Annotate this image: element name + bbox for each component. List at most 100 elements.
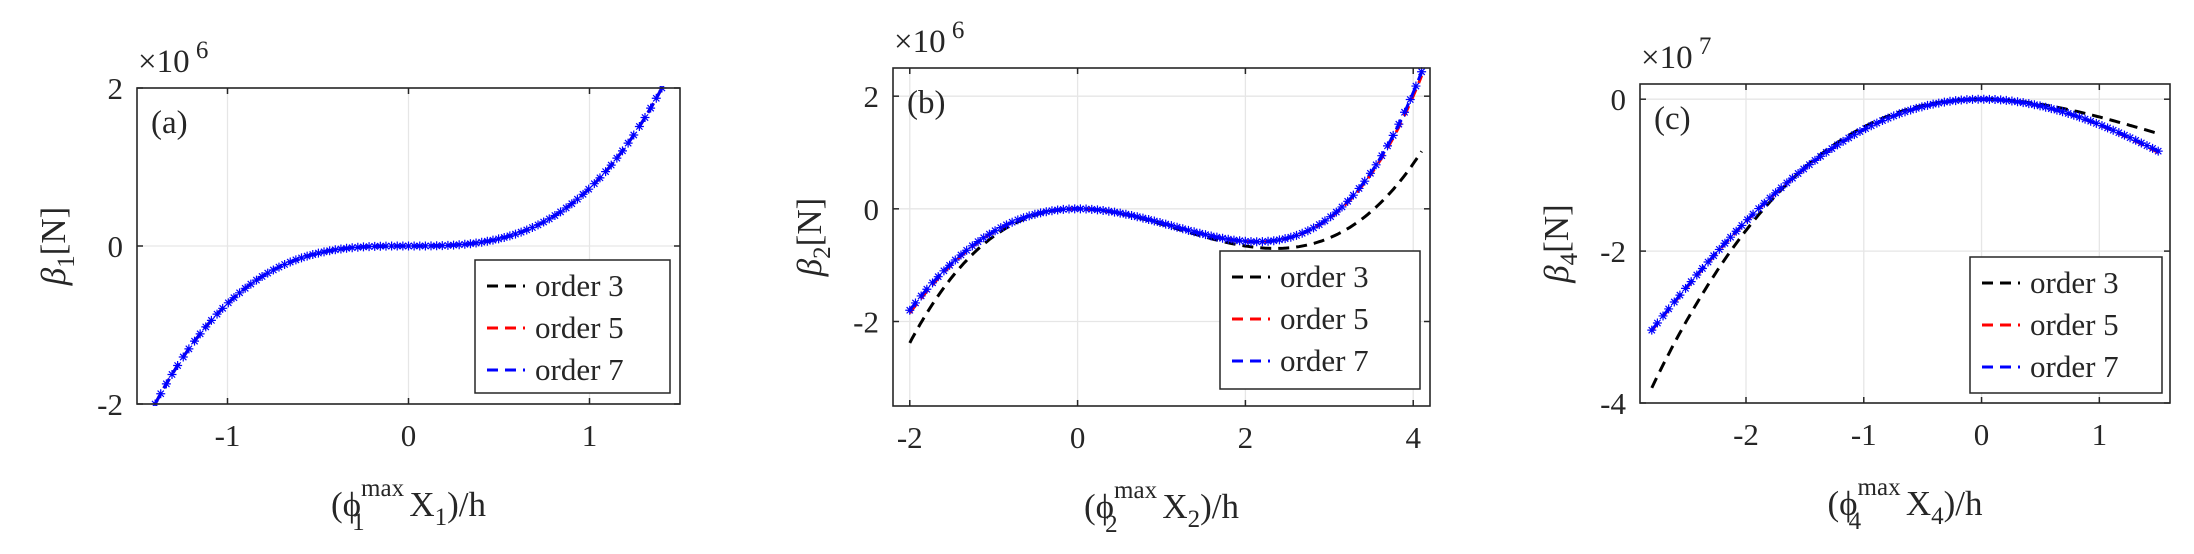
- marker-point: [1934, 98, 1944, 108]
- x-tick-label: -1: [1851, 417, 1877, 452]
- series-line-order-7: [1650, 97, 2159, 332]
- marker-point: [443, 240, 453, 250]
- legend-label: order 3: [2030, 265, 2119, 300]
- marker-point: [156, 389, 166, 399]
- ylabel-symbol: β: [34, 267, 73, 286]
- marker-point: [280, 259, 290, 269]
- marker-point: [1337, 202, 1347, 212]
- marker-point: [2142, 141, 2152, 151]
- curves: [905, 67, 1427, 344]
- marker-point: [1417, 67, 1427, 77]
- legend-label: order 5: [2030, 307, 2119, 342]
- y-axis-label: β4[N]: [1537, 204, 1583, 284]
- y-tick-label: 0: [108, 229, 124, 264]
- xlabel-variable-subscript: 4: [1931, 503, 1944, 530]
- y-axis-label: β1[N]: [34, 207, 80, 287]
- marker-point: [2108, 125, 2118, 135]
- legend-label: order 5: [535, 310, 624, 345]
- marker-point: [1326, 212, 1336, 222]
- xlabel-subscript: 2: [1105, 511, 1118, 538]
- exponent-label: ×10 7: [1641, 33, 1711, 76]
- marker-point: [460, 239, 470, 249]
- marker-point: [1405, 95, 1415, 105]
- marker-point: [905, 305, 915, 315]
- legend-label: order 7: [1280, 343, 1369, 378]
- marker-point: [1703, 257, 1713, 267]
- xlabel-variable: X: [401, 485, 435, 524]
- x-tick-label: 0: [1070, 420, 1086, 455]
- y-tick-label: 2: [864, 79, 880, 114]
- legend-label: order 7: [535, 352, 624, 387]
- marker-point: [1172, 222, 1182, 232]
- marker-point: [420, 241, 430, 251]
- marker-point: [1189, 227, 1199, 237]
- marker-point: [1047, 206, 1057, 216]
- axes-box: [892, 67, 1431, 407]
- marker-point: [651, 93, 661, 103]
- marker-point: [1064, 204, 1074, 214]
- marker-point: [640, 113, 650, 123]
- marker-point: [1737, 220, 1747, 230]
- xlabel-superscript: max: [361, 475, 405, 502]
- xlabel-variable-subscript: 1: [435, 504, 448, 531]
- marker-point: [1821, 147, 1831, 157]
- marker-point: [1883, 113, 1893, 123]
- marker-point: [1240, 236, 1250, 246]
- y-tick-label: 0: [1611, 82, 1627, 117]
- marker-point: [1081, 204, 1091, 214]
- marker-point: [1382, 141, 1392, 151]
- legend: order 3 order 5 order 7: [1219, 250, 1421, 390]
- marker-point: [387, 241, 397, 251]
- marker-point: [1968, 94, 1978, 104]
- xlabel-variable: X: [1897, 484, 1931, 523]
- ylabel-symbol: β: [790, 258, 829, 277]
- curves: [150, 86, 667, 406]
- marker-point: [544, 214, 554, 224]
- x-tick-label: 0: [401, 418, 417, 453]
- exponent-label: ×10 6: [894, 17, 964, 60]
- ylabel-unit: [N]: [1537, 204, 1576, 253]
- marker-point: [1776, 183, 1786, 193]
- marker-point: [1309, 223, 1319, 233]
- marker-point: [1793, 168, 1803, 178]
- marker-point: [527, 223, 537, 233]
- marker-point: [1917, 102, 1927, 112]
- marker-point: [939, 266, 949, 276]
- y-tick-label: -2: [97, 387, 123, 422]
- legend-label: order 3: [1280, 259, 1369, 294]
- marker-point: [1900, 107, 1910, 117]
- marker-point: [235, 288, 245, 298]
- marker-point: [623, 138, 633, 148]
- marker-point: [297, 253, 307, 263]
- marker-point: [1183, 225, 1193, 235]
- marker-point: [950, 255, 960, 265]
- x-tick-label: -1: [215, 418, 241, 453]
- marker-point: [1765, 193, 1775, 203]
- panel-label: (c): [1654, 101, 1691, 137]
- marker-point: [1138, 213, 1148, 223]
- x-tick-label: -2: [1733, 417, 1759, 452]
- marker-point: [330, 245, 340, 255]
- x-tick-label: 1: [582, 418, 598, 453]
- marker-point: [2058, 107, 2068, 117]
- marker-point: [263, 268, 273, 278]
- marker-point: [347, 243, 357, 253]
- marker-point: [1030, 209, 1040, 219]
- marker-point: [1866, 121, 1876, 131]
- legend: order 3 order 5 order 7: [474, 259, 671, 394]
- marker-point: [1098, 205, 1108, 215]
- exponent-base: ×10: [894, 24, 946, 60]
- ylabel-unit: [N]: [34, 207, 73, 256]
- marker-point: [437, 241, 447, 251]
- marker-point: [1257, 237, 1267, 247]
- panel-c: -2 -1 0 1-4-20×10 7(c)β4[N](ϕmax 4 X4)/horde…: [1537, 33, 2171, 535]
- marker-point: [1292, 230, 1301, 240]
- marker-point: [1360, 176, 1370, 186]
- marker-point: [1681, 283, 1691, 293]
- marker-point: [1804, 160, 1814, 170]
- marker-point: [1371, 160, 1381, 170]
- x-tick-label: 4: [1405, 420, 1421, 455]
- marker-point: [928, 278, 938, 288]
- exponent-power: 7: [1693, 33, 1712, 60]
